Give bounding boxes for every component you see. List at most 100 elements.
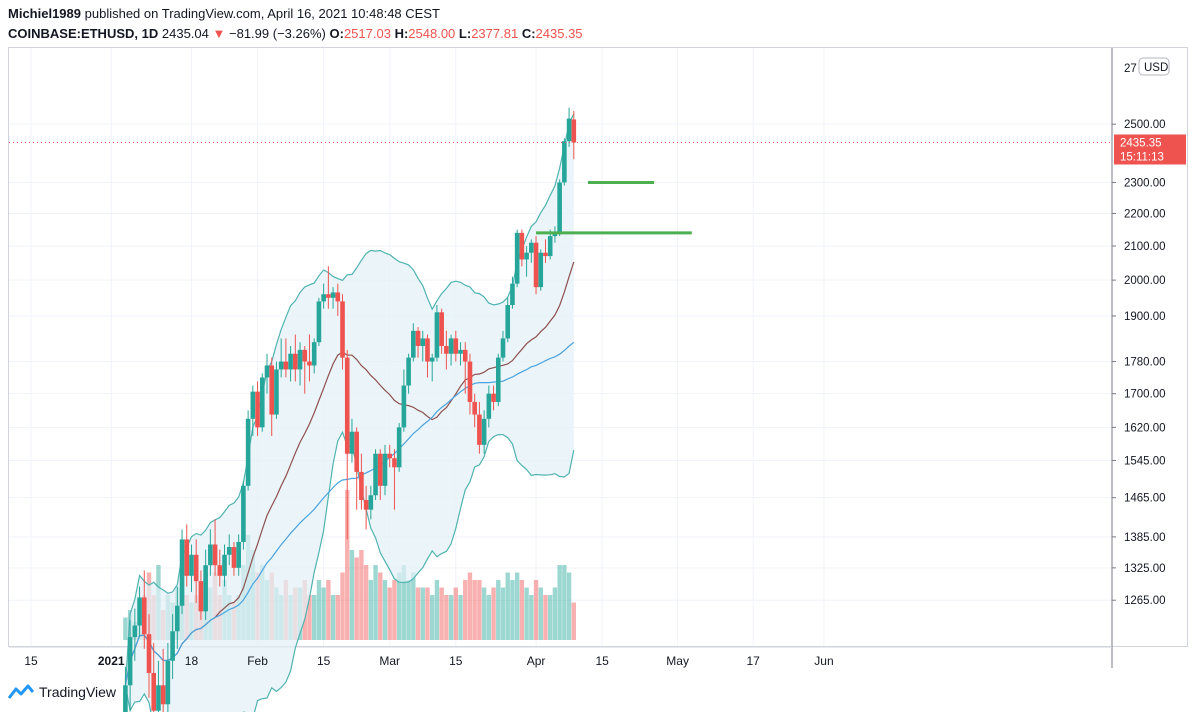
candle-body bbox=[425, 338, 430, 362]
price-tick-label: 1545.00 bbox=[1124, 455, 1166, 467]
volume-bar bbox=[316, 580, 322, 640]
candle-body bbox=[566, 118, 572, 142]
price-tick-label: 2100.00 bbox=[1124, 241, 1166, 253]
last-price: 2435.04 bbox=[161, 26, 209, 41]
candle-body bbox=[458, 349, 463, 354]
candle-body bbox=[510, 283, 515, 306]
candle-body bbox=[288, 353, 293, 370]
candle-body bbox=[132, 625, 138, 638]
time-tick-label: 15 bbox=[595, 654, 609, 668]
candle-body bbox=[264, 365, 270, 378]
candle-body bbox=[217, 565, 223, 576]
candle-body bbox=[429, 357, 435, 362]
candle-body bbox=[538, 252, 544, 288]
candle-body bbox=[123, 685, 128, 712]
candle-body bbox=[241, 485, 246, 542]
bollinger-lower-line bbox=[124, 430, 575, 712]
volume-bar bbox=[510, 580, 515, 640]
volume-bar bbox=[529, 595, 534, 640]
candle-body bbox=[160, 685, 166, 705]
candle-body bbox=[198, 581, 204, 612]
low-value: 2377.81 bbox=[471, 26, 519, 41]
volume-bar bbox=[496, 580, 501, 640]
volume-bar bbox=[354, 557, 359, 640]
candle-body bbox=[212, 544, 218, 566]
candle-body bbox=[562, 141, 567, 183]
candle-body bbox=[156, 685, 161, 711]
candle-body bbox=[255, 391, 260, 428]
candle-body bbox=[175, 605, 180, 632]
volume-bar bbox=[312, 595, 317, 640]
candle-body bbox=[330, 292, 336, 298]
currency-label: USD bbox=[1144, 62, 1168, 74]
candle-body bbox=[444, 346, 449, 354]
volume-bar bbox=[463, 580, 468, 640]
volume-bar bbox=[524, 587, 529, 640]
volume-bar bbox=[472, 580, 477, 640]
candle-body bbox=[415, 330, 421, 347]
volume-bar bbox=[330, 595, 336, 640]
volume-bar bbox=[415, 587, 421, 640]
volume-bar bbox=[349, 550, 355, 640]
volume-bar bbox=[538, 587, 543, 640]
candle-body bbox=[462, 349, 468, 362]
candle-body bbox=[373, 453, 378, 496]
candle-body bbox=[514, 232, 520, 284]
candle-body bbox=[189, 554, 194, 576]
candle-body bbox=[231, 547, 237, 568]
price-tick-label: 1325.00 bbox=[1124, 563, 1166, 575]
volume-bar bbox=[340, 572, 345, 640]
volume-bar bbox=[123, 617, 128, 640]
price-tick-label: 2200.00 bbox=[1124, 209, 1166, 221]
candle-body bbox=[467, 361, 473, 402]
volume-bar bbox=[378, 572, 383, 640]
volume-bar bbox=[425, 587, 430, 640]
candle-body bbox=[448, 338, 454, 354]
candle-body bbox=[297, 349, 303, 370]
price-tick-label: 1465.00 bbox=[1124, 493, 1166, 505]
candle-body bbox=[543, 252, 548, 257]
candle-body bbox=[392, 458, 397, 468]
volume-bar bbox=[548, 595, 553, 640]
candle-body bbox=[495, 357, 501, 402]
price-tick-label: 1900.00 bbox=[1124, 311, 1166, 323]
price-tick-label: 1385.00 bbox=[1124, 532, 1166, 544]
volume-bar bbox=[533, 580, 539, 640]
volume-bar bbox=[481, 587, 487, 640]
volume-bar bbox=[359, 550, 364, 640]
candle-body bbox=[165, 660, 171, 705]
published-text: published on TradingView.com, April 16, … bbox=[84, 6, 440, 21]
volume-bar bbox=[500, 587, 506, 640]
volume-bar bbox=[382, 580, 388, 640]
candle-body bbox=[505, 305, 511, 339]
candle-body bbox=[552, 232, 558, 237]
down-arrow-icon: ▼ bbox=[212, 26, 226, 41]
candle-body bbox=[406, 357, 411, 386]
volume-bar bbox=[387, 587, 392, 640]
volume-bar bbox=[396, 572, 402, 640]
candle-body bbox=[193, 554, 199, 582]
volume-bar bbox=[543, 595, 548, 640]
candle-body bbox=[311, 342, 317, 366]
volume-bar bbox=[335, 595, 340, 640]
volume-bar bbox=[434, 580, 440, 640]
candle-body bbox=[491, 393, 496, 402]
high-label: H: bbox=[394, 26, 409, 41]
price-tick-label: 2300.00 bbox=[1124, 177, 1166, 189]
candle-body bbox=[184, 539, 190, 576]
volume-bar bbox=[406, 580, 411, 640]
candle-body bbox=[141, 597, 147, 635]
candle-body bbox=[208, 544, 213, 566]
candle-body bbox=[146, 634, 152, 673]
volume-bar bbox=[514, 572, 520, 640]
price-tick-label: 1780.00 bbox=[1124, 357, 1166, 369]
candle-body bbox=[453, 338, 459, 354]
publish-line: Michiel1989 published on TradingView.com… bbox=[8, 6, 440, 21]
candle-body bbox=[302, 349, 308, 362]
volume-bar bbox=[321, 587, 326, 640]
candle-body bbox=[411, 330, 416, 358]
candle-body bbox=[434, 312, 440, 358]
candle-body bbox=[401, 385, 407, 428]
candle-body bbox=[203, 565, 208, 612]
